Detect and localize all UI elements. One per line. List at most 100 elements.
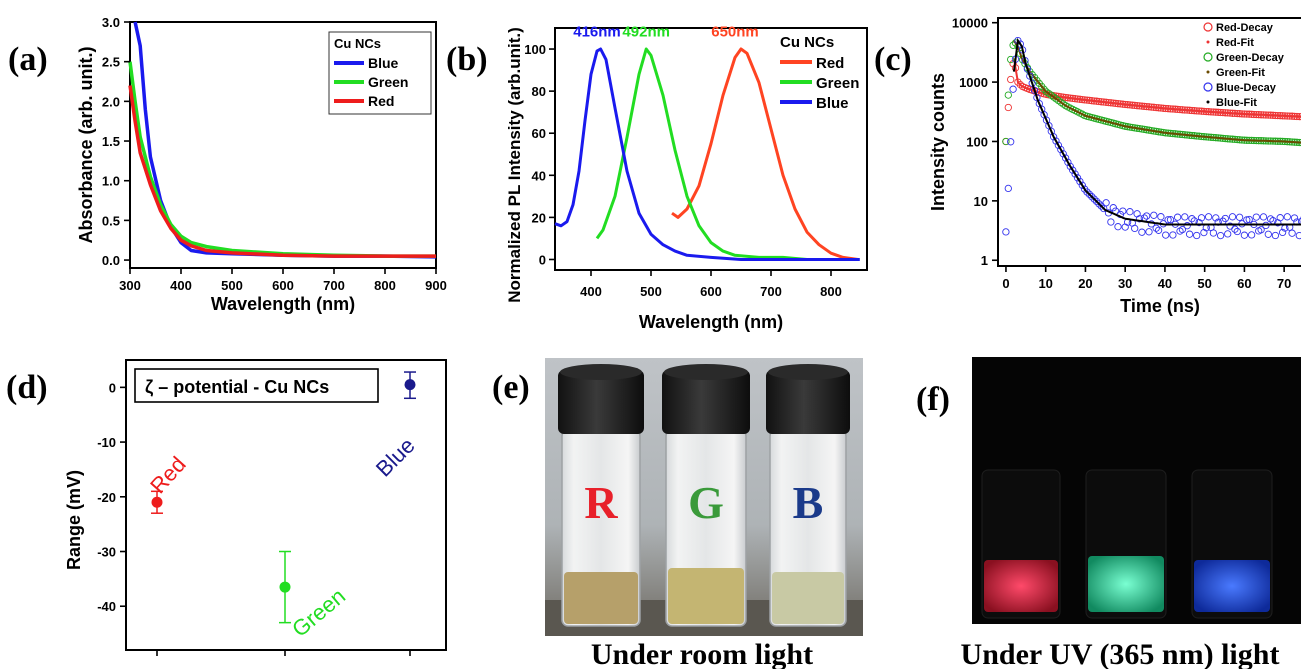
uv-vial-glow-b: [1194, 560, 1270, 612]
fit-line-blue-decay: [1012, 37, 1301, 226]
decay-point-blue-decay: [1030, 86, 1039, 95]
legend-marker-c-5: [1206, 100, 1210, 104]
category-label-blue: Blue: [371, 433, 420, 482]
decay-point-blue-decay: [1278, 228, 1287, 237]
decay-point-green-decay: [1052, 95, 1060, 103]
data-point-blue: [404, 379, 416, 391]
y-tick-label-d: -30: [97, 545, 116, 560]
decay-point-blue-decay: [1259, 213, 1268, 221]
decay-point-blue-decay: [1002, 228, 1010, 236]
decay-point-blue-decay: [1295, 231, 1301, 240]
ticks-group-d: 0 -10 -20 -30 -40: [97, 380, 411, 656]
legend-label-c-5: Blue-Fit: [1216, 97, 1257, 109]
panel-letter-e: (e): [492, 369, 530, 406]
decay-point-green-decay: [1057, 98, 1065, 106]
x-axis-label-a: Wavelength (nm): [211, 294, 355, 314]
legend-label-b-red: Red: [816, 55, 844, 72]
decay-point-blue-decay: [1181, 213, 1189, 221]
x-tick-label-b: 400: [580, 284, 602, 299]
decay-point-blue-decay: [1092, 197, 1101, 206]
series-group-a: [128, 21, 437, 259]
decay-point-blue-decay: [1212, 214, 1220, 222]
x-tick-label-a: 300: [119, 278, 141, 293]
plot-frame-d: [125, 359, 447, 651]
decay-point-red-decay: [1004, 103, 1012, 112]
decay-point-blue-decay: [1126, 208, 1134, 216]
decay-point-blue-decay: [1154, 226, 1163, 234]
x-tick-label-c: 30: [1118, 276, 1132, 291]
vial-letter-b: B: [793, 477, 824, 528]
uv-vial-glow-g: [1088, 556, 1164, 612]
x-tick-label-c: 10: [1038, 276, 1052, 291]
decay-point-blue-decay: [1085, 190, 1094, 198]
decay-point-green-decay: [1040, 85, 1048, 93]
decay-point-blue-decay: [1145, 228, 1153, 236]
legend-marker-c-1: [1206, 40, 1210, 44]
uv-vial-glow-r: [984, 560, 1058, 612]
decay-point-blue-decay: [1178, 225, 1187, 234]
decay-point-blue-decay: [1243, 216, 1251, 224]
y-tick-label-a: 1.0: [102, 174, 120, 189]
decay-point-blue-decay: [1009, 85, 1017, 93]
x-tick-label-c: 60: [1237, 276, 1251, 291]
vial-liquid-g: [668, 568, 744, 624]
legend-label-a-green: Green: [368, 74, 408, 90]
x-tick-label-a: 500: [221, 278, 243, 293]
vial-letter-g: G: [688, 477, 724, 528]
vial-b: B: [766, 364, 850, 627]
decay-point-blue-decay: [1119, 207, 1127, 215]
decay-point-blue-decay: [1073, 174, 1082, 182]
decay-point-blue-decay: [1157, 213, 1165, 221]
decay-point-blue-decay: [1200, 228, 1208, 237]
y-axis-label-b: Normalized PL Intensity (arb.unit.): [505, 27, 524, 303]
y-tick-label-c: 10: [974, 194, 988, 209]
legend-marker-c-3: [1206, 70, 1210, 74]
decay-point-blue-decay: [1026, 72, 1034, 80]
decay-point-blue-decay: [1076, 177, 1084, 186]
decay-point-blue-decay: [1183, 222, 1191, 230]
decay-point-blue-decay: [1240, 231, 1249, 239]
decay-point-blue-decay: [1066, 162, 1074, 171]
decay-point-green-decay: [1054, 96, 1063, 105]
vial-cap-r: [558, 370, 644, 434]
x-tick-label-b: 700: [760, 284, 782, 299]
decay-point-blue-decay: [1095, 200, 1103, 208]
x-tick-label-b: 800: [820, 284, 842, 299]
decay-point-blue-decay: [1197, 214, 1206, 222]
line-b-green: [595, 47, 808, 261]
decay-point-blue-decay: [1252, 213, 1260, 221]
legend-marker-c-0: [1203, 22, 1213, 32]
photo-caption-f: Under UV (365 nm) light: [961, 638, 1280, 669]
vial-liquid-r: [564, 572, 638, 624]
legend-label-c-2: Green-Decay: [1216, 52, 1285, 64]
y-tick-label-d: -20: [97, 490, 116, 505]
peak-annotation-red: 650nm: [711, 23, 759, 40]
decay-point-blue-decay: [1173, 213, 1182, 221]
x-tick-label-c: 50: [1197, 276, 1211, 291]
decay-point-blue-decay: [1216, 231, 1225, 240]
decay-point-blue-decay: [1061, 154, 1070, 162]
x-tick-label-b: 500: [640, 284, 662, 299]
panel-e: (e) R G: [492, 358, 863, 669]
panel-letter-a: (a): [8, 41, 48, 78]
fit-line-red-decay: [1012, 58, 1301, 118]
vial-liquid-b: [772, 572, 844, 624]
decay-point-green-decay: [1049, 93, 1058, 101]
series-group-b: [554, 47, 860, 261]
decay-point-blue-decay: [1224, 230, 1232, 238]
decay-point-blue-decay: [1233, 227, 1241, 236]
decay-point-blue-decay: [1007, 138, 1015, 146]
decay-point-blue-decay: [1142, 212, 1151, 220]
decay-point-blue-decay: [1049, 133, 1058, 141]
decay-point-red-decay: [1009, 60, 1017, 68]
x-tick-label-c: 70: [1277, 276, 1291, 291]
data-point-green: [279, 581, 291, 593]
vial-cap-top-b: [768, 364, 848, 380]
x-tick-label-b: 600: [700, 284, 722, 299]
decay-point-blue-decay: [1245, 215, 1253, 224]
decay-point-blue-decay: [1150, 211, 1158, 219]
decay-point-blue-decay: [1257, 226, 1265, 234]
legend-label-a-blue: Blue: [368, 55, 399, 71]
decay-point-blue-decay: [1228, 213, 1237, 221]
fit-line-green-decay: [1013, 40, 1301, 144]
